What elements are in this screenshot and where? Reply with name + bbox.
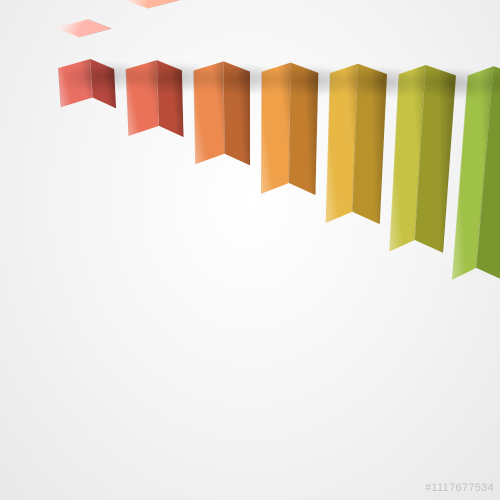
stock-id-text: #1117677534 xyxy=(425,482,494,494)
stock-id-watermark: #1117677534 xyxy=(425,482,494,494)
bar-face-top xyxy=(122,0,180,9)
bar-face-top xyxy=(55,19,112,38)
